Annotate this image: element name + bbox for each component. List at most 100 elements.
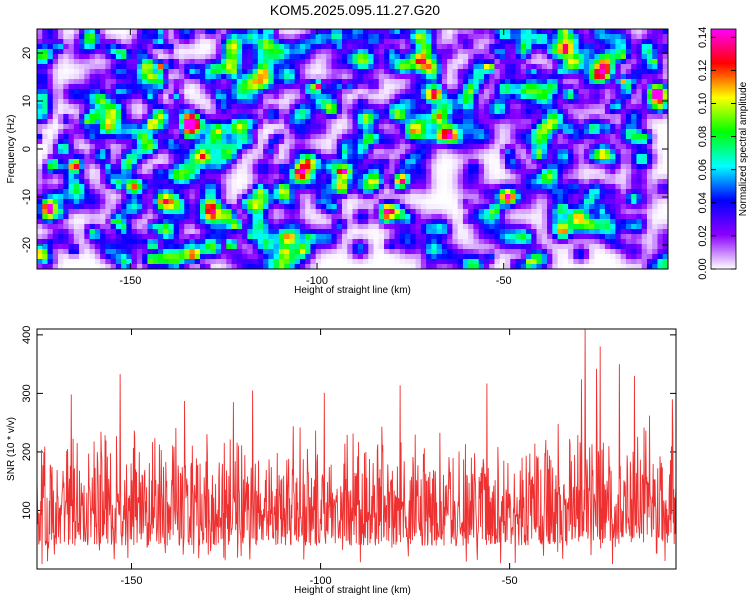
heatmap-cell	[646, 229, 653, 235]
heatmap-cell	[631, 124, 637, 130]
heatmap-cell	[468, 179, 474, 185]
heatmap-cell	[331, 69, 338, 75]
heatmap-cell	[157, 114, 164, 120]
heatmap-cell	[389, 89, 395, 95]
heatmap-cell	[568, 159, 574, 165]
heatmap-cell	[115, 154, 122, 160]
heatmap-cell	[173, 84, 180, 90]
heatmap-cell	[541, 184, 548, 190]
heatmap-cell	[178, 199, 185, 205]
heatmap-cell	[368, 174, 374, 180]
heatmap-cell	[363, 169, 369, 175]
heatmap-cell	[178, 204, 185, 210]
heatmap-cell	[473, 104, 480, 110]
heatmap-cell	[58, 209, 64, 215]
heatmap-cell	[100, 204, 106, 210]
heatmap-cell	[289, 229, 296, 235]
heatmap-cell	[431, 224, 438, 230]
heatmap-cell	[631, 29, 637, 35]
heatmap-cell	[578, 199, 585, 205]
heatmap-cell	[231, 79, 238, 85]
heatmap-cell	[63, 184, 69, 190]
heatmap-cell	[373, 149, 380, 155]
heatmap-cell	[263, 29, 269, 35]
heatmap-cell	[194, 134, 201, 140]
heatmap-cell	[531, 64, 537, 70]
heatmap-cell	[110, 204, 117, 210]
heatmap-cell	[483, 189, 490, 195]
heatmap-cell	[336, 179, 343, 185]
heatmap-cell	[294, 94, 301, 100]
heatmap-cell	[589, 214, 595, 220]
heatmap-cell	[615, 164, 622, 170]
heatmap-cell	[394, 229, 401, 235]
heatmap-cell	[457, 44, 464, 50]
heatmap-cell	[305, 129, 311, 135]
heatmap-cell	[58, 94, 64, 100]
heatmap-cell	[157, 234, 164, 240]
heatmap-cell	[468, 129, 474, 135]
heatmap-cell	[352, 114, 359, 120]
heatmap-cell	[178, 109, 185, 115]
heatmap-cell	[178, 104, 185, 110]
heatmap-cell	[142, 54, 148, 60]
heatmap-cell	[63, 159, 69, 165]
heatmap-cell	[625, 64, 632, 70]
heatmap-cell	[215, 39, 222, 45]
heatmap-cell	[436, 44, 443, 50]
heatmap-cell	[142, 214, 148, 220]
heatmap-cell	[552, 79, 558, 85]
heatmap-cell	[194, 39, 201, 45]
heatmap-cell	[547, 94, 553, 100]
heatmap-cell	[583, 169, 590, 175]
heatmap-cell	[399, 99, 406, 105]
heatmap-cell	[289, 99, 296, 105]
heatmap-cell	[520, 59, 527, 65]
heatmap-cell	[247, 164, 253, 170]
heatmap-cell	[63, 109, 69, 115]
heatmap-cell	[515, 129, 522, 135]
heatmap-cell	[52, 224, 59, 230]
heatmap-cell	[63, 114, 69, 120]
heatmap-cell	[215, 164, 222, 170]
heatmap-cell	[368, 94, 374, 100]
heatmap-cell	[652, 214, 658, 220]
heatmap-cell	[489, 39, 495, 45]
heatmap-cell	[299, 54, 306, 60]
heatmap-cell	[79, 74, 85, 80]
heatmap-cell	[657, 229, 664, 235]
heatmap-cell	[310, 224, 317, 230]
heatmap-cell	[184, 229, 190, 235]
heatmap-cell	[441, 164, 448, 170]
heatmap-cell	[47, 114, 54, 120]
heatmap-cell	[284, 94, 290, 100]
heatmap-cell	[42, 174, 48, 180]
heatmap-cell	[121, 59, 127, 65]
heatmap-cell	[415, 59, 422, 65]
heatmap-cell	[263, 109, 269, 115]
heatmap-cell	[378, 34, 385, 40]
heatmap-cell	[620, 224, 627, 230]
heatmap-cell	[552, 204, 558, 210]
heatmap-cell	[236, 194, 243, 200]
heatmap-cell	[636, 144, 643, 150]
heatmap-cell	[110, 44, 117, 50]
heatmap-cell	[152, 54, 159, 60]
heatmap-cell	[494, 134, 501, 140]
heatmap-cell	[378, 29, 385, 35]
heatmap-cell	[84, 129, 90, 135]
heatmap-cell	[336, 209, 343, 215]
heatmap-cell	[604, 139, 611, 145]
heatmap-cell	[615, 34, 622, 40]
heatmap-cell	[389, 114, 395, 120]
heatmap-cell	[447, 169, 453, 175]
heatmap-cell	[441, 229, 448, 235]
heatmap-cell	[299, 184, 306, 190]
heatmap-cell	[58, 84, 64, 90]
heatmap-cell	[489, 89, 495, 95]
heatmap-cell	[336, 129, 343, 135]
heatmap-cell	[568, 54, 574, 60]
heatmap-cell	[631, 204, 637, 210]
heatmap-cell	[52, 84, 59, 90]
heatmap-cell	[510, 199, 516, 205]
